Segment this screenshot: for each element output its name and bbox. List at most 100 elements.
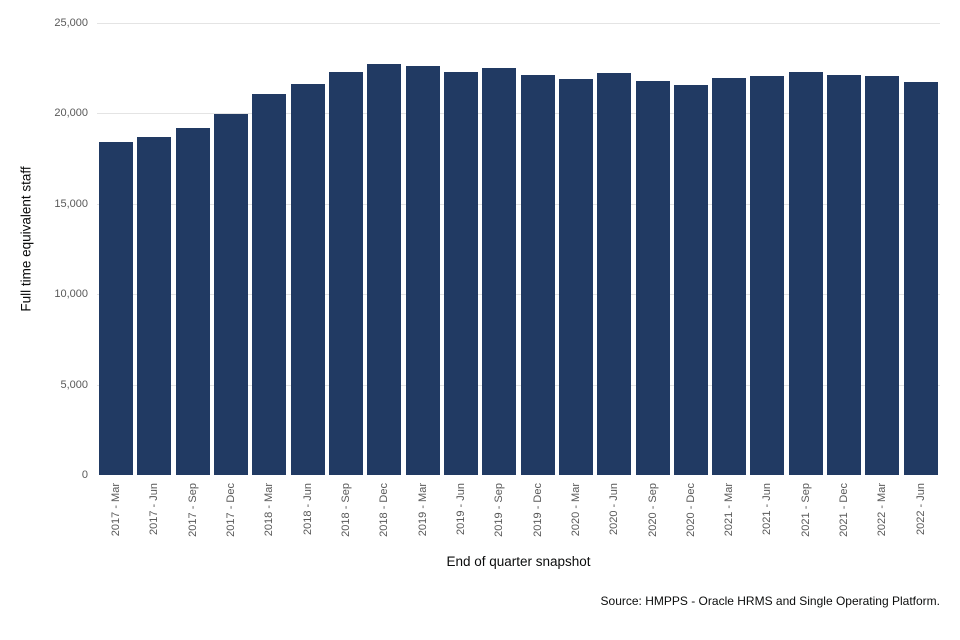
- bar-slot: [442, 23, 480, 475]
- x-tick-label: 2017 - Dec: [225, 483, 238, 537]
- gridline-5000: [97, 384, 940, 386]
- bar-2021 - Sep: [788, 71, 823, 475]
- x-tick-label: 2021 - Mar: [723, 483, 736, 537]
- y-tick-label: 0: [81, 469, 88, 481]
- bar-slot: [902, 23, 940, 475]
- x-tick-slot: 2017 - Sep: [174, 483, 212, 537]
- x-tick-slot: 2021 - Dec: [825, 483, 863, 537]
- bar-slot: [787, 23, 825, 475]
- bar-2019 - Mar: [405, 65, 440, 475]
- bar-slot: [825, 23, 863, 475]
- bar-2017 - Mar: [99, 142, 134, 475]
- x-tick-slot: 2018 - Dec: [365, 483, 403, 537]
- bar-slot: [518, 23, 556, 475]
- bar-2018 - Sep: [329, 71, 364, 475]
- bar-2019 - Dec: [520, 74, 555, 475]
- bar-slot: [289, 23, 327, 475]
- y-tick-label: 5,000: [60, 378, 88, 391]
- x-tick-label: 2018 - Sep: [340, 483, 353, 537]
- bar-2021 - Dec: [827, 74, 862, 475]
- x-tick-label: 2017 - Sep: [186, 483, 199, 537]
- x-tick-label: 2022 - Mar: [876, 483, 889, 537]
- plot-area: [97, 23, 940, 475]
- bar-slot: [672, 23, 710, 475]
- x-axis-tick-labels: 2017 - Mar 2017 - Jun 2017 - Sep 2017 - Dec…: [97, 483, 940, 537]
- gridline-15000: [97, 203, 940, 205]
- bar-2020 - Jun: [597, 72, 632, 475]
- x-tick-slot: 2018 - Mar: [250, 483, 288, 536]
- bar-slot: [212, 23, 250, 475]
- x-tick-label: 2017 - Mar: [110, 483, 123, 537]
- bar-2017 - Dec: [214, 114, 249, 475]
- bar-2018 - Dec: [367, 63, 402, 475]
- x-tick-slot: 2022 - Jun: [902, 483, 940, 535]
- x-tick-slot: 2021 - Sep: [787, 483, 825, 537]
- x-tick-slot: 2017 - Jun: [135, 483, 173, 535]
- x-tick-slot: 2022 - Mar: [863, 483, 901, 536]
- bar-2020 - Dec: [673, 84, 708, 475]
- bar-slot: [863, 23, 901, 475]
- bar-2020 - Mar: [558, 79, 593, 475]
- x-tick-slot: 2021 - Jun: [748, 483, 786, 535]
- y-tick-label: 25,000: [54, 17, 88, 29]
- x-tick-label: 2020 - Sep: [646, 483, 659, 537]
- bar-slot: [480, 23, 518, 475]
- gridline-20000: [97, 113, 940, 115]
- gridline-25000: [97, 23, 940, 24]
- x-tick-label: 2019 - Mar: [416, 483, 429, 537]
- bar-slot: [404, 23, 442, 475]
- bar-2022 - Jun: [903, 81, 938, 475]
- x-tick-slot: 2018 - Sep: [327, 483, 365, 537]
- x-tick-slot: 2019 - Jun: [442, 483, 480, 535]
- bar-2017 - Jun: [137, 136, 172, 475]
- x-tick-label: 2017 - Jun: [148, 483, 161, 535]
- x-tick-label: 2020 - Mar: [569, 483, 582, 537]
- x-tick-label: 2020 - Dec: [684, 483, 697, 537]
- x-tick-slot: 2017 - Dec: [212, 483, 250, 537]
- bar-slot: [748, 23, 786, 475]
- bar-slot: [633, 23, 671, 475]
- bar-slot: [595, 23, 633, 475]
- bar-2017 - Sep: [175, 127, 210, 475]
- bar-2022 - Mar: [865, 76, 900, 475]
- bar-slot: [250, 23, 288, 475]
- bar-slot: [710, 23, 748, 475]
- bar-slot: [97, 23, 135, 475]
- x-tick-slot: 2020 - Jun: [595, 483, 633, 535]
- x-tick-slot: 2019 - Mar: [404, 483, 442, 536]
- x-tick-label: 2018 - Mar: [263, 483, 276, 537]
- bar-2020 - Sep: [635, 80, 670, 475]
- x-tick-label: 2018 - Dec: [378, 483, 391, 537]
- y-tick-label: 15,000: [54, 197, 88, 210]
- bar-2021 - Jun: [750, 76, 785, 475]
- x-tick-slot: 2020 - Mar: [557, 483, 595, 536]
- x-tick-slot: 2019 - Sep: [480, 483, 518, 537]
- x-tick-label: 2020 - Jun: [608, 483, 621, 535]
- bar-slot: [327, 23, 365, 475]
- bar-2018 - Mar: [252, 94, 287, 475]
- bar-slot: [135, 23, 173, 475]
- x-tick-slot: 2021 - Mar: [710, 483, 748, 536]
- x-tick-slot: 2020 - Sep: [633, 483, 671, 537]
- x-tick-slot: 2019 - Dec: [518, 483, 556, 537]
- x-tick-label: 2019 - Sep: [493, 483, 506, 537]
- source-note: Source: HMPPS - Oracle HRMS and Single O…: [600, 594, 940, 608]
- bar-2019 - Sep: [482, 68, 517, 475]
- x-tick-label: 2022 - Jun: [914, 483, 927, 535]
- x-tick-label: 2021 - Dec: [838, 483, 851, 537]
- bar-slot: [174, 23, 212, 475]
- x-tick-label: 2021 - Jun: [761, 483, 774, 535]
- bar-2019 - Jun: [443, 71, 478, 475]
- y-tick-label: 10,000: [54, 288, 88, 301]
- bar-series: [97, 23, 940, 475]
- x-axis-title: End of quarter snapshot: [446, 554, 591, 569]
- x-tick-slot: 2020 - Dec: [672, 483, 710, 537]
- y-tick-label: 20,000: [54, 107, 88, 120]
- x-tick-label: 2018 - Jun: [301, 483, 314, 535]
- gridline-10000: [97, 294, 940, 296]
- x-tick-label: 2019 - Jun: [454, 483, 467, 535]
- x-tick-label: 2021 - Sep: [799, 483, 812, 537]
- bar-2021 - Mar: [712, 78, 747, 475]
- x-tick-slot: 2017 - Mar: [97, 483, 135, 536]
